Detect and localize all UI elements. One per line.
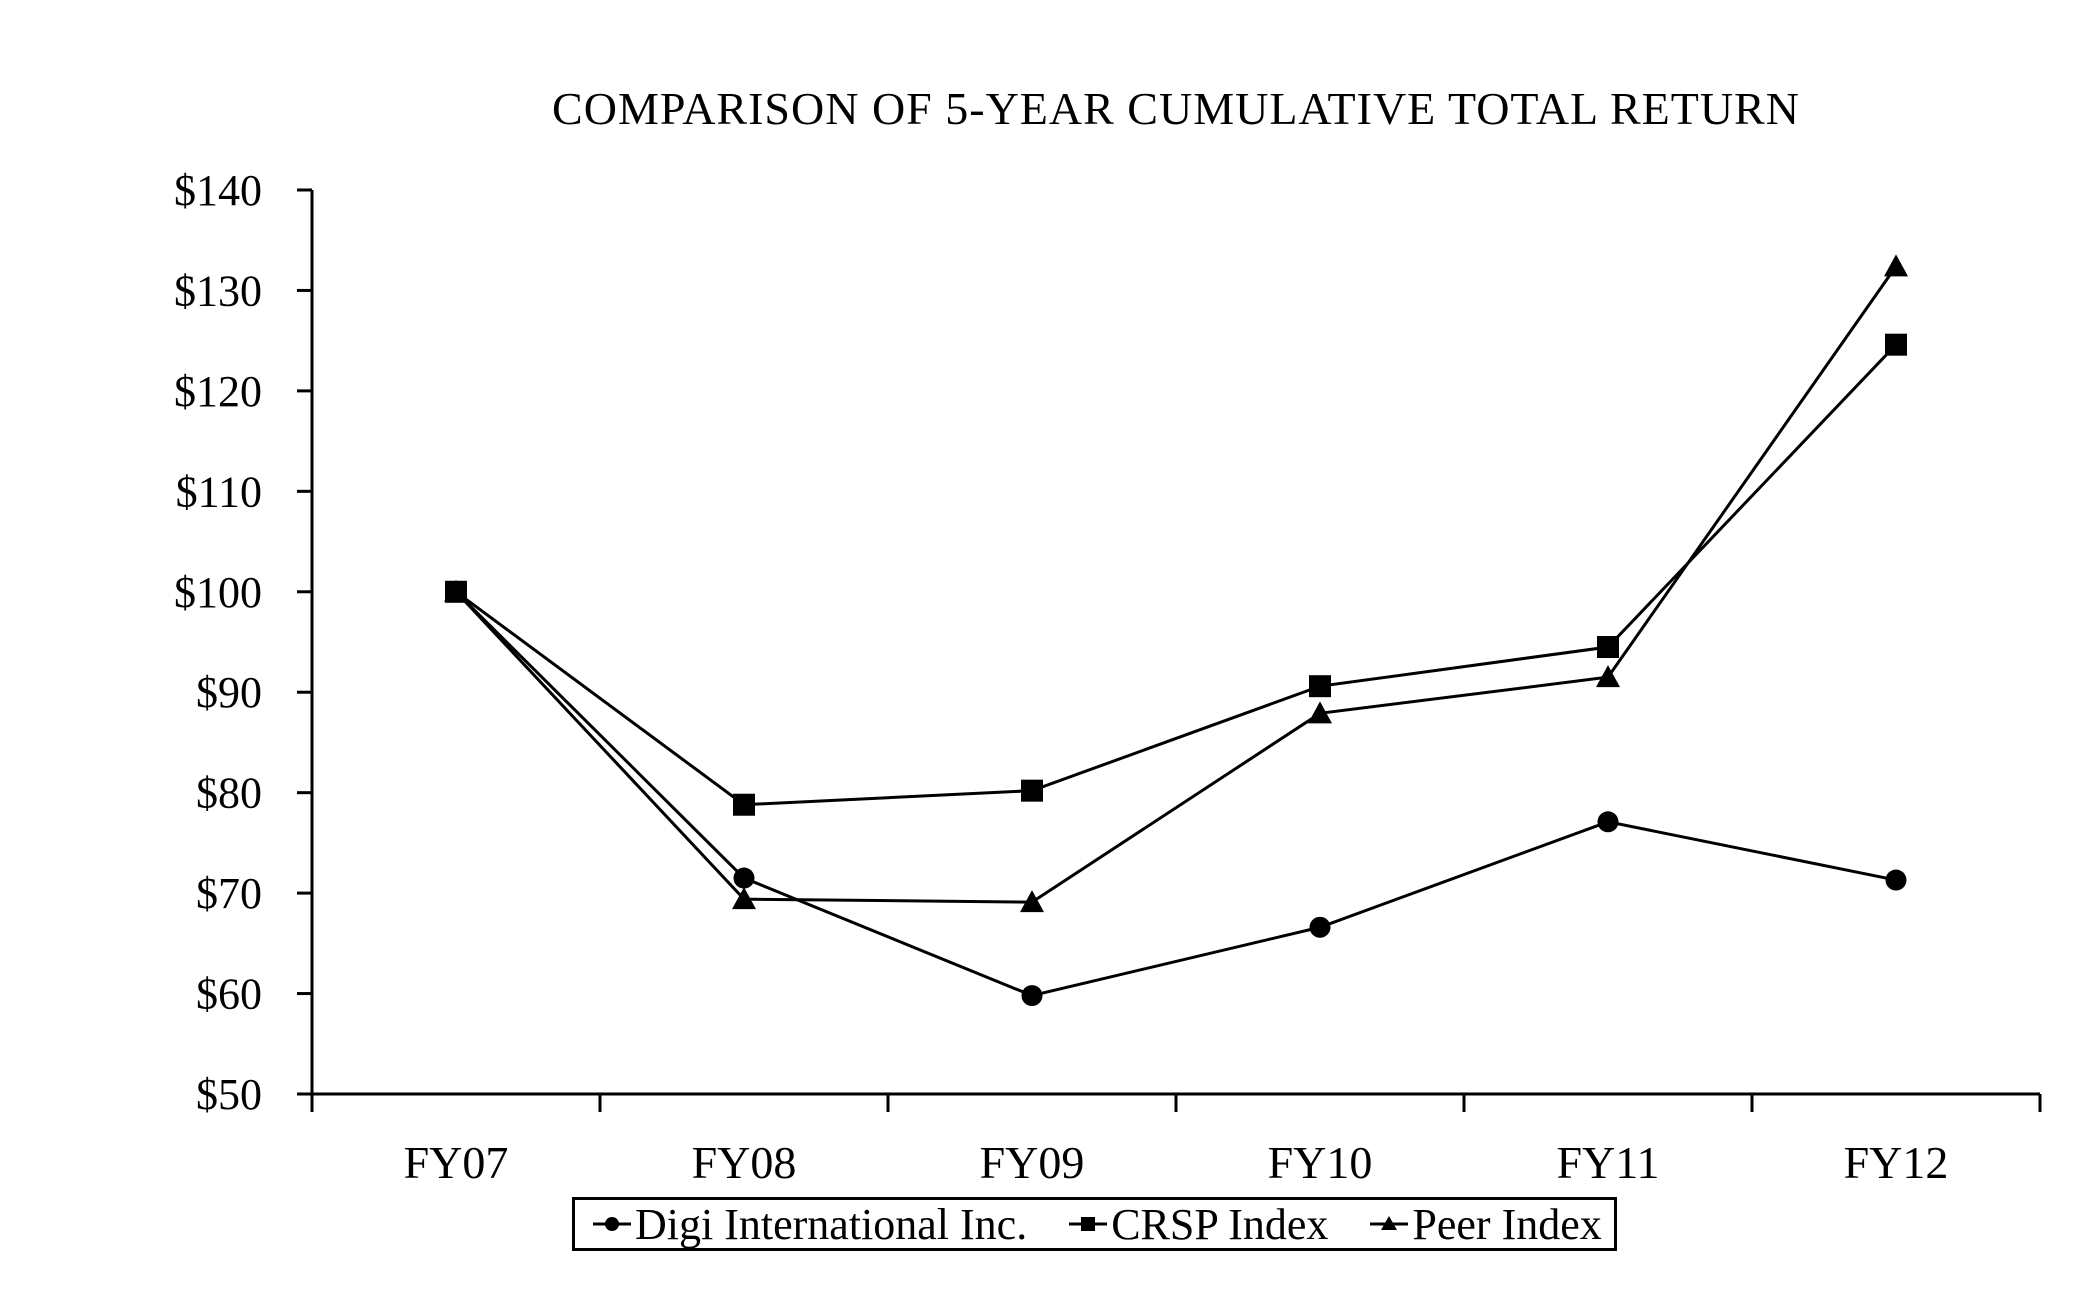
legend-label-crsp-index: CRSP Index [1111, 1199, 1329, 1249]
x-axis-label: FY12 [1844, 1137, 1949, 1188]
series-2-triangle-marker [1884, 254, 1908, 277]
series-0-circle-marker [1885, 869, 1907, 891]
series-1-line [455, 343, 1898, 807]
y-tick-label: $110 [176, 467, 262, 516]
y-tick-label: $90 [196, 668, 262, 717]
y-tick-label: $70 [196, 869, 262, 918]
series-1-square-marker [1309, 675, 1331, 698]
x-axis-label: FY08 [692, 1137, 797, 1188]
series-1-square-marker [733, 793, 755, 816]
series-0-line [454, 590, 1897, 998]
series-2-line [454, 265, 1898, 904]
legend-item-digi-international: Digi International Inc. [593, 1199, 1027, 1250]
legend-label-peer-index: Peer Index [1412, 1199, 1602, 1249]
x-axis-label: FY11 [1556, 1137, 1659, 1188]
y-tick-label: $120 [174, 367, 262, 416]
legend-item-peer-index: Peer Index [1370, 1199, 1602, 1250]
x-axis-label: FY10 [1268, 1137, 1373, 1188]
series-1-square-marker [445, 580, 467, 603]
x-axis-label: FY09 [980, 1137, 1085, 1188]
legend: Digi International Inc. CRSP Index Peer … [572, 1197, 1617, 1251]
series-1-square-marker [1885, 333, 1907, 356]
y-tick-label: $50 [196, 1070, 262, 1119]
legend-label-digi-international: Digi International Inc. [635, 1199, 1028, 1249]
y-tick-label: $140 [174, 166, 262, 215]
series-1-square-marker [1021, 779, 1043, 802]
series-2-triangle-marker [732, 887, 756, 910]
series-0-circle-marker [1309, 916, 1331, 938]
circle-marker-icon [593, 1217, 631, 1231]
square-marker-icon [1069, 1217, 1108, 1231]
triangle-marker-icon [1370, 1216, 1409, 1230]
chart-title: COMPARISON OF 5-YEAR CUMULATIVE TOTAL RE… [552, 83, 1800, 134]
series-0-circle-marker [1021, 985, 1043, 1007]
series-0-circle-marker [733, 867, 755, 889]
series-2-triangle-marker [1020, 890, 1044, 913]
legend-item-crsp-index: CRSP Index [1069, 1199, 1328, 1250]
y-tick-label: $130 [174, 266, 262, 315]
series-0-circle-marker [1597, 811, 1619, 833]
y-tick-label: $60 [196, 970, 262, 1019]
series-1-square-marker [1597, 636, 1619, 659]
y-tick-label: $100 [174, 568, 262, 617]
series-2-triangle-marker [1596, 665, 1620, 688]
x-axis-label: FY07 [404, 1137, 509, 1188]
series-2-triangle-marker [1308, 701, 1332, 724]
y-tick-label: $80 [196, 769, 262, 818]
